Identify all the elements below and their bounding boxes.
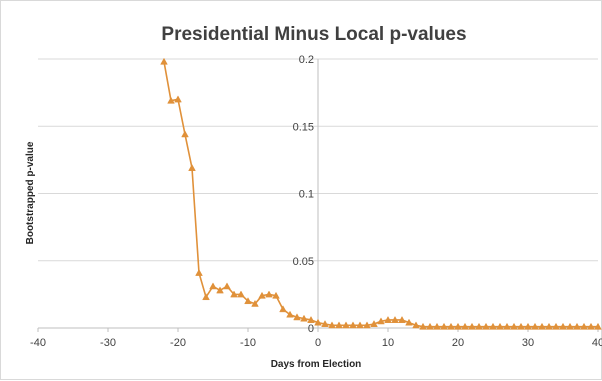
data-point-marker <box>559 322 567 330</box>
data-point-marker <box>321 320 329 327</box>
data-point-marker <box>328 321 336 329</box>
data-point-marker <box>335 321 343 329</box>
x-tick-label: 30 <box>522 337 534 349</box>
marker-layer <box>160 57 602 330</box>
label-layer: 0 0.05 0.1 0.15 0.2 -40 -30 -20 -10 0 10 20 30 40 <box>30 54 602 349</box>
data-point-marker <box>251 299 259 307</box>
chart-title: Presidential Minus Local p-values <box>161 24 466 45</box>
y-axis-title: Bootstrapped p-value <box>25 141 36 244</box>
x-tick-label: -10 <box>240 337 256 349</box>
y-tick-label: 0 <box>308 323 314 335</box>
data-point-marker <box>475 322 483 330</box>
data-point-marker <box>167 96 175 104</box>
data-point-marker <box>356 321 364 329</box>
data-point-marker <box>230 290 238 298</box>
data-point-marker <box>384 315 392 323</box>
x-tick-label: -30 <box>100 337 116 349</box>
data-point-marker <box>342 321 350 329</box>
data-point-marker <box>279 305 287 313</box>
data-point-marker <box>174 95 182 103</box>
y-tick-label: 0.1 <box>299 189 314 201</box>
data-point-marker <box>405 318 413 326</box>
data-point-marker <box>258 291 266 299</box>
data-point-marker <box>510 322 518 330</box>
x-tick-label: -20 <box>170 337 186 349</box>
y-tick-label: 0.05 <box>293 256 314 268</box>
data-point-marker <box>209 282 217 290</box>
data-point-marker <box>188 163 196 171</box>
x-tick-label: -40 <box>30 337 46 349</box>
data-point-marker <box>216 286 224 294</box>
data-point-marker <box>265 290 273 298</box>
data-point-marker <box>454 322 462 330</box>
data-point-marker <box>195 268 203 276</box>
data-point-marker <box>202 293 210 301</box>
data-point-marker <box>272 291 280 299</box>
data-point-marker <box>566 322 574 330</box>
data-point-marker <box>594 322 602 330</box>
data-point-marker <box>524 322 532 330</box>
data-point-marker <box>573 322 581 330</box>
data-point-marker <box>391 315 399 323</box>
data-point-marker <box>503 322 511 330</box>
data-point-marker <box>293 313 301 321</box>
data-point-marker <box>363 321 371 329</box>
data-point-marker <box>244 297 252 305</box>
data-point-marker <box>307 315 315 323</box>
data-point-marker <box>370 320 378 327</box>
data-point-marker <box>545 322 553 330</box>
data-point-marker <box>531 322 539 330</box>
data-point-marker <box>482 322 490 330</box>
data-point-marker <box>160 57 168 65</box>
data-point-marker <box>314 318 322 326</box>
data-point-marker <box>237 290 245 298</box>
y-tick-label: 0.2 <box>299 54 314 66</box>
data-point-marker <box>587 322 595 330</box>
data-point-marker <box>398 315 406 323</box>
x-tick-label: 0 <box>315 337 321 349</box>
data-point-marker <box>489 322 497 330</box>
data-point-marker <box>517 322 525 330</box>
data-point-marker <box>552 322 560 330</box>
x-tick-label: 20 <box>452 337 464 349</box>
data-point-marker <box>419 322 427 330</box>
x-tick-label: 10 <box>382 337 394 349</box>
data-point-marker <box>223 282 231 290</box>
data-point-marker <box>580 322 588 330</box>
data-point-marker <box>412 321 420 329</box>
data-point-marker <box>377 317 385 325</box>
data-point-marker <box>286 310 294 318</box>
data-point-marker <box>538 322 546 330</box>
data-point-marker <box>300 314 308 322</box>
data-point-marker <box>496 322 504 330</box>
y-tick-label: 0.15 <box>293 121 314 133</box>
x-axis-title: Days from Election <box>271 359 362 370</box>
x-tick-label: 40 <box>592 337 602 349</box>
data-point-marker <box>349 321 357 329</box>
data-point-marker <box>181 130 189 138</box>
data-point-marker <box>447 322 455 330</box>
data-point-marker <box>433 322 441 330</box>
data-point-marker <box>426 322 434 330</box>
data-point-marker <box>461 322 469 330</box>
data-point-marker <box>468 322 476 330</box>
axis-layer <box>37 59 599 332</box>
data-point-marker <box>440 322 448 330</box>
